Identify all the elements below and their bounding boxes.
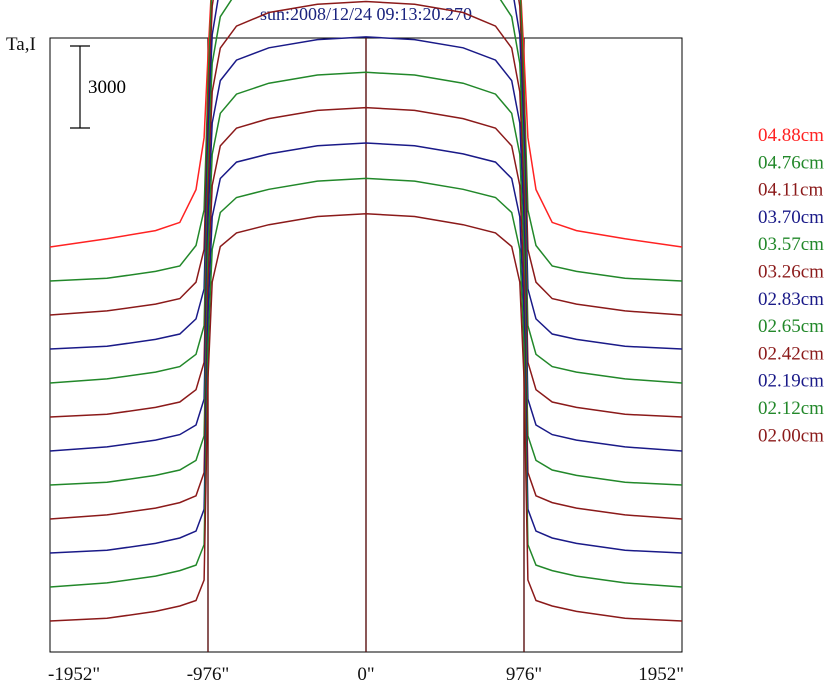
series-line-03.26cm (49, 0, 683, 418)
series-line-04.11cm (49, 0, 683, 316)
x-tick-label: -1952" (48, 664, 100, 685)
legend-item-02.42cm: 02.42cm (758, 343, 824, 364)
legend-item-03.57cm: 03.57cm (758, 234, 824, 255)
legend-item-04.88cm: 04.88cm (758, 125, 824, 146)
x-tick-labels: -1952" -976" 0" 976" 1952" (48, 664, 684, 685)
x-tick-label: 0" (357, 664, 374, 685)
x-tick-label: 1952" (638, 664, 684, 685)
series-line-02.12cm (49, 177, 683, 588)
series-lines (49, 0, 683, 622)
legend-item-02.19cm: 02.19cm (758, 371, 824, 392)
series-line-02.00cm (49, 212, 683, 622)
series-line-02.19cm (49, 142, 683, 554)
series-line-02.83cm (49, 36, 683, 452)
series-line-02.42cm (49, 106, 683, 520)
x-tick-label: 976" (506, 664, 542, 685)
legend-item-03.26cm: 03.26cm (758, 262, 824, 283)
series-line-04.88cm (49, 0, 683, 248)
series-line-04.76cm (49, 0, 683, 282)
series-line-02.65cm (49, 71, 683, 486)
legend-item-02.65cm: 02.65cm (758, 316, 824, 337)
legend-item-03.70cm: 03.70cm (758, 207, 824, 228)
scale-bar: 3000 (70, 45, 126, 129)
legend-item-02.83cm: 02.83cm (758, 289, 824, 310)
legend: 04.88cm 04.76cm 04.11cm 03.70cm 03.57cm 03.26… (758, 125, 824, 446)
series-line-03.57cm (49, 0, 683, 384)
legend-item-04.76cm: 04.76cm (758, 152, 824, 173)
series-line-03.70cm (49, 0, 683, 350)
scale-bar-label: 3000 (88, 77, 126, 98)
x-tick-label: -976" (187, 664, 230, 685)
legend-item-02.00cm: 02.00cm (758, 425, 824, 446)
y-axis-title: Ta,I (6, 34, 36, 55)
chart-title: sun:2008/12/24 09:13:20.270 (260, 4, 472, 24)
reference-lines (207, 38, 525, 652)
legend-item-02.12cm: 02.12cm (758, 398, 824, 419)
legend-item-04.11cm: 04.11cm (758, 180, 823, 201)
